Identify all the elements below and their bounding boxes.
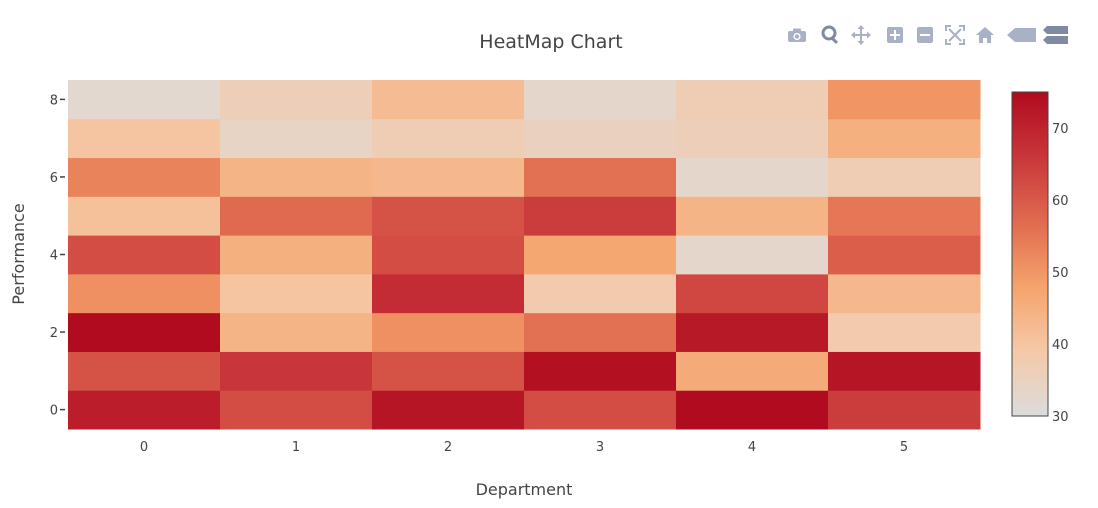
heatmap-cell[interactable]	[68, 273, 221, 314]
heatmap-cell[interactable]	[828, 196, 981, 236]
heatmap-cell[interactable]	[220, 273, 373, 314]
home-icon[interactable]	[972, 23, 998, 47]
x-tick-label: 1	[292, 440, 300, 455]
heatmap-cell[interactable]	[372, 118, 525, 159]
heatmap-cell[interactable]	[676, 273, 829, 314]
heatmap-cell[interactable]	[220, 312, 373, 352]
heatmap-cell[interactable]	[68, 390, 221, 430]
heatmap-cell[interactable]	[68, 118, 221, 159]
heatmap-cell[interactable]	[220, 157, 373, 197]
y-tick-label: 0	[50, 404, 58, 419]
y-tick-label: 2	[50, 326, 58, 341]
zoom-in-icon[interactable]	[882, 23, 908, 47]
heatmap-cell[interactable]	[68, 80, 221, 120]
zoom-icon[interactable]	[818, 23, 844, 47]
x-tick-label: 2	[444, 440, 452, 455]
colorbar-tick-label: 50	[1052, 266, 1069, 281]
x-tick-label: 0	[140, 440, 148, 455]
heatmap-cell[interactable]	[524, 351, 677, 391]
colorbar-tick-label: 40	[1052, 338, 1069, 353]
heatmap-cell[interactable]	[372, 390, 525, 430]
x-axis: 0 1 2 3 4 5	[140, 440, 908, 455]
heatmap-cell[interactable]	[68, 157, 221, 197]
heatmap-cell[interactable]	[372, 351, 525, 391]
heatmap-cell[interactable]	[220, 196, 373, 236]
y-axis: 0 2 4 6 8	[50, 93, 65, 419]
heatmap-cell[interactable]	[524, 390, 677, 430]
hover-closest-icon[interactable]	[1006, 23, 1038, 47]
pan-icon[interactable]	[848, 23, 874, 47]
heatmap-cell[interactable]	[372, 273, 525, 314]
colorbar-ticks: 30 40 50 60 70	[1052, 122, 1069, 425]
chart-title: HeatMap Chart	[479, 31, 622, 53]
zoom-out-icon[interactable]	[912, 23, 938, 47]
colorbar-tick-label: 30	[1052, 410, 1069, 425]
heatmap-cell[interactable]	[676, 196, 829, 236]
x-tick-label: 5	[900, 440, 908, 455]
heatmap-cell[interactable]	[220, 390, 373, 430]
colorbar-tick-label: 60	[1052, 194, 1069, 209]
heatmap-cell[interactable]	[220, 80, 373, 120]
colorbar-tick-label: 70	[1052, 122, 1069, 137]
heatmap-cell[interactable]	[676, 235, 829, 275]
heatmap-cell[interactable]	[220, 351, 373, 391]
x-axis-title: Department	[476, 480, 573, 499]
heatmap-cell[interactable]	[828, 273, 981, 314]
x-tick-label: 3	[596, 440, 604, 455]
heatmap-cell[interactable]	[220, 118, 373, 159]
heatmap-cell[interactable]	[524, 157, 677, 197]
heatmap-cell[interactable]	[372, 235, 525, 275]
y-tick-label: 4	[50, 249, 58, 264]
heatmap-cells	[68, 80, 981, 430]
heatmap-cell[interactable]	[372, 80, 525, 120]
heatmap-cell[interactable]	[828, 80, 981, 120]
heatmap-cell[interactable]	[828, 157, 981, 197]
camera-icon[interactable]	[784, 23, 810, 47]
x-tick-label: 4	[748, 440, 756, 455]
hover-compare-icon[interactable]	[1042, 23, 1070, 47]
heatmap-cell[interactable]	[676, 312, 829, 352]
heatmap-cell[interactable]	[676, 157, 829, 197]
heatmap-cell[interactable]	[220, 235, 373, 275]
colorbar	[1011, 91, 1049, 417]
heatmap-cell[interactable]	[524, 273, 677, 314]
heatmap-cell[interactable]	[372, 157, 525, 197]
heatmap-cell[interactable]	[524, 118, 677, 159]
heatmap-cell[interactable]	[68, 312, 221, 352]
heatmap-cell[interactable]	[676, 80, 829, 120]
heatmap-cell[interactable]	[828, 351, 981, 391]
modebar	[784, 22, 1074, 48]
heatmap-cell[interactable]	[68, 235, 221, 275]
heatmap-cell[interactable]	[676, 390, 829, 430]
heatmap-cell[interactable]	[372, 196, 525, 236]
heatmap-cell[interactable]	[676, 118, 829, 159]
autoscale-icon[interactable]	[942, 23, 968, 47]
heatmap-cell[interactable]	[68, 351, 221, 391]
heatmap-cell[interactable]	[828, 312, 981, 352]
heatmap-cell[interactable]	[828, 118, 981, 159]
heatmap-cell[interactable]	[524, 235, 677, 275]
y-axis-title: Performance	[9, 203, 28, 304]
heatmap-cell[interactable]	[828, 390, 981, 430]
heatmap-cell[interactable]	[68, 196, 221, 236]
heatmap-cell[interactable]	[676, 351, 829, 391]
heatmap-cell[interactable]	[524, 312, 677, 352]
heatmap-cell[interactable]	[372, 312, 525, 352]
heatmap-cell[interactable]	[524, 80, 677, 120]
y-tick-label: 6	[50, 171, 58, 186]
heatmap-cell[interactable]	[828, 235, 981, 275]
y-tick-label: 8	[50, 93, 58, 108]
heatmap-cell[interactable]	[524, 196, 677, 236]
